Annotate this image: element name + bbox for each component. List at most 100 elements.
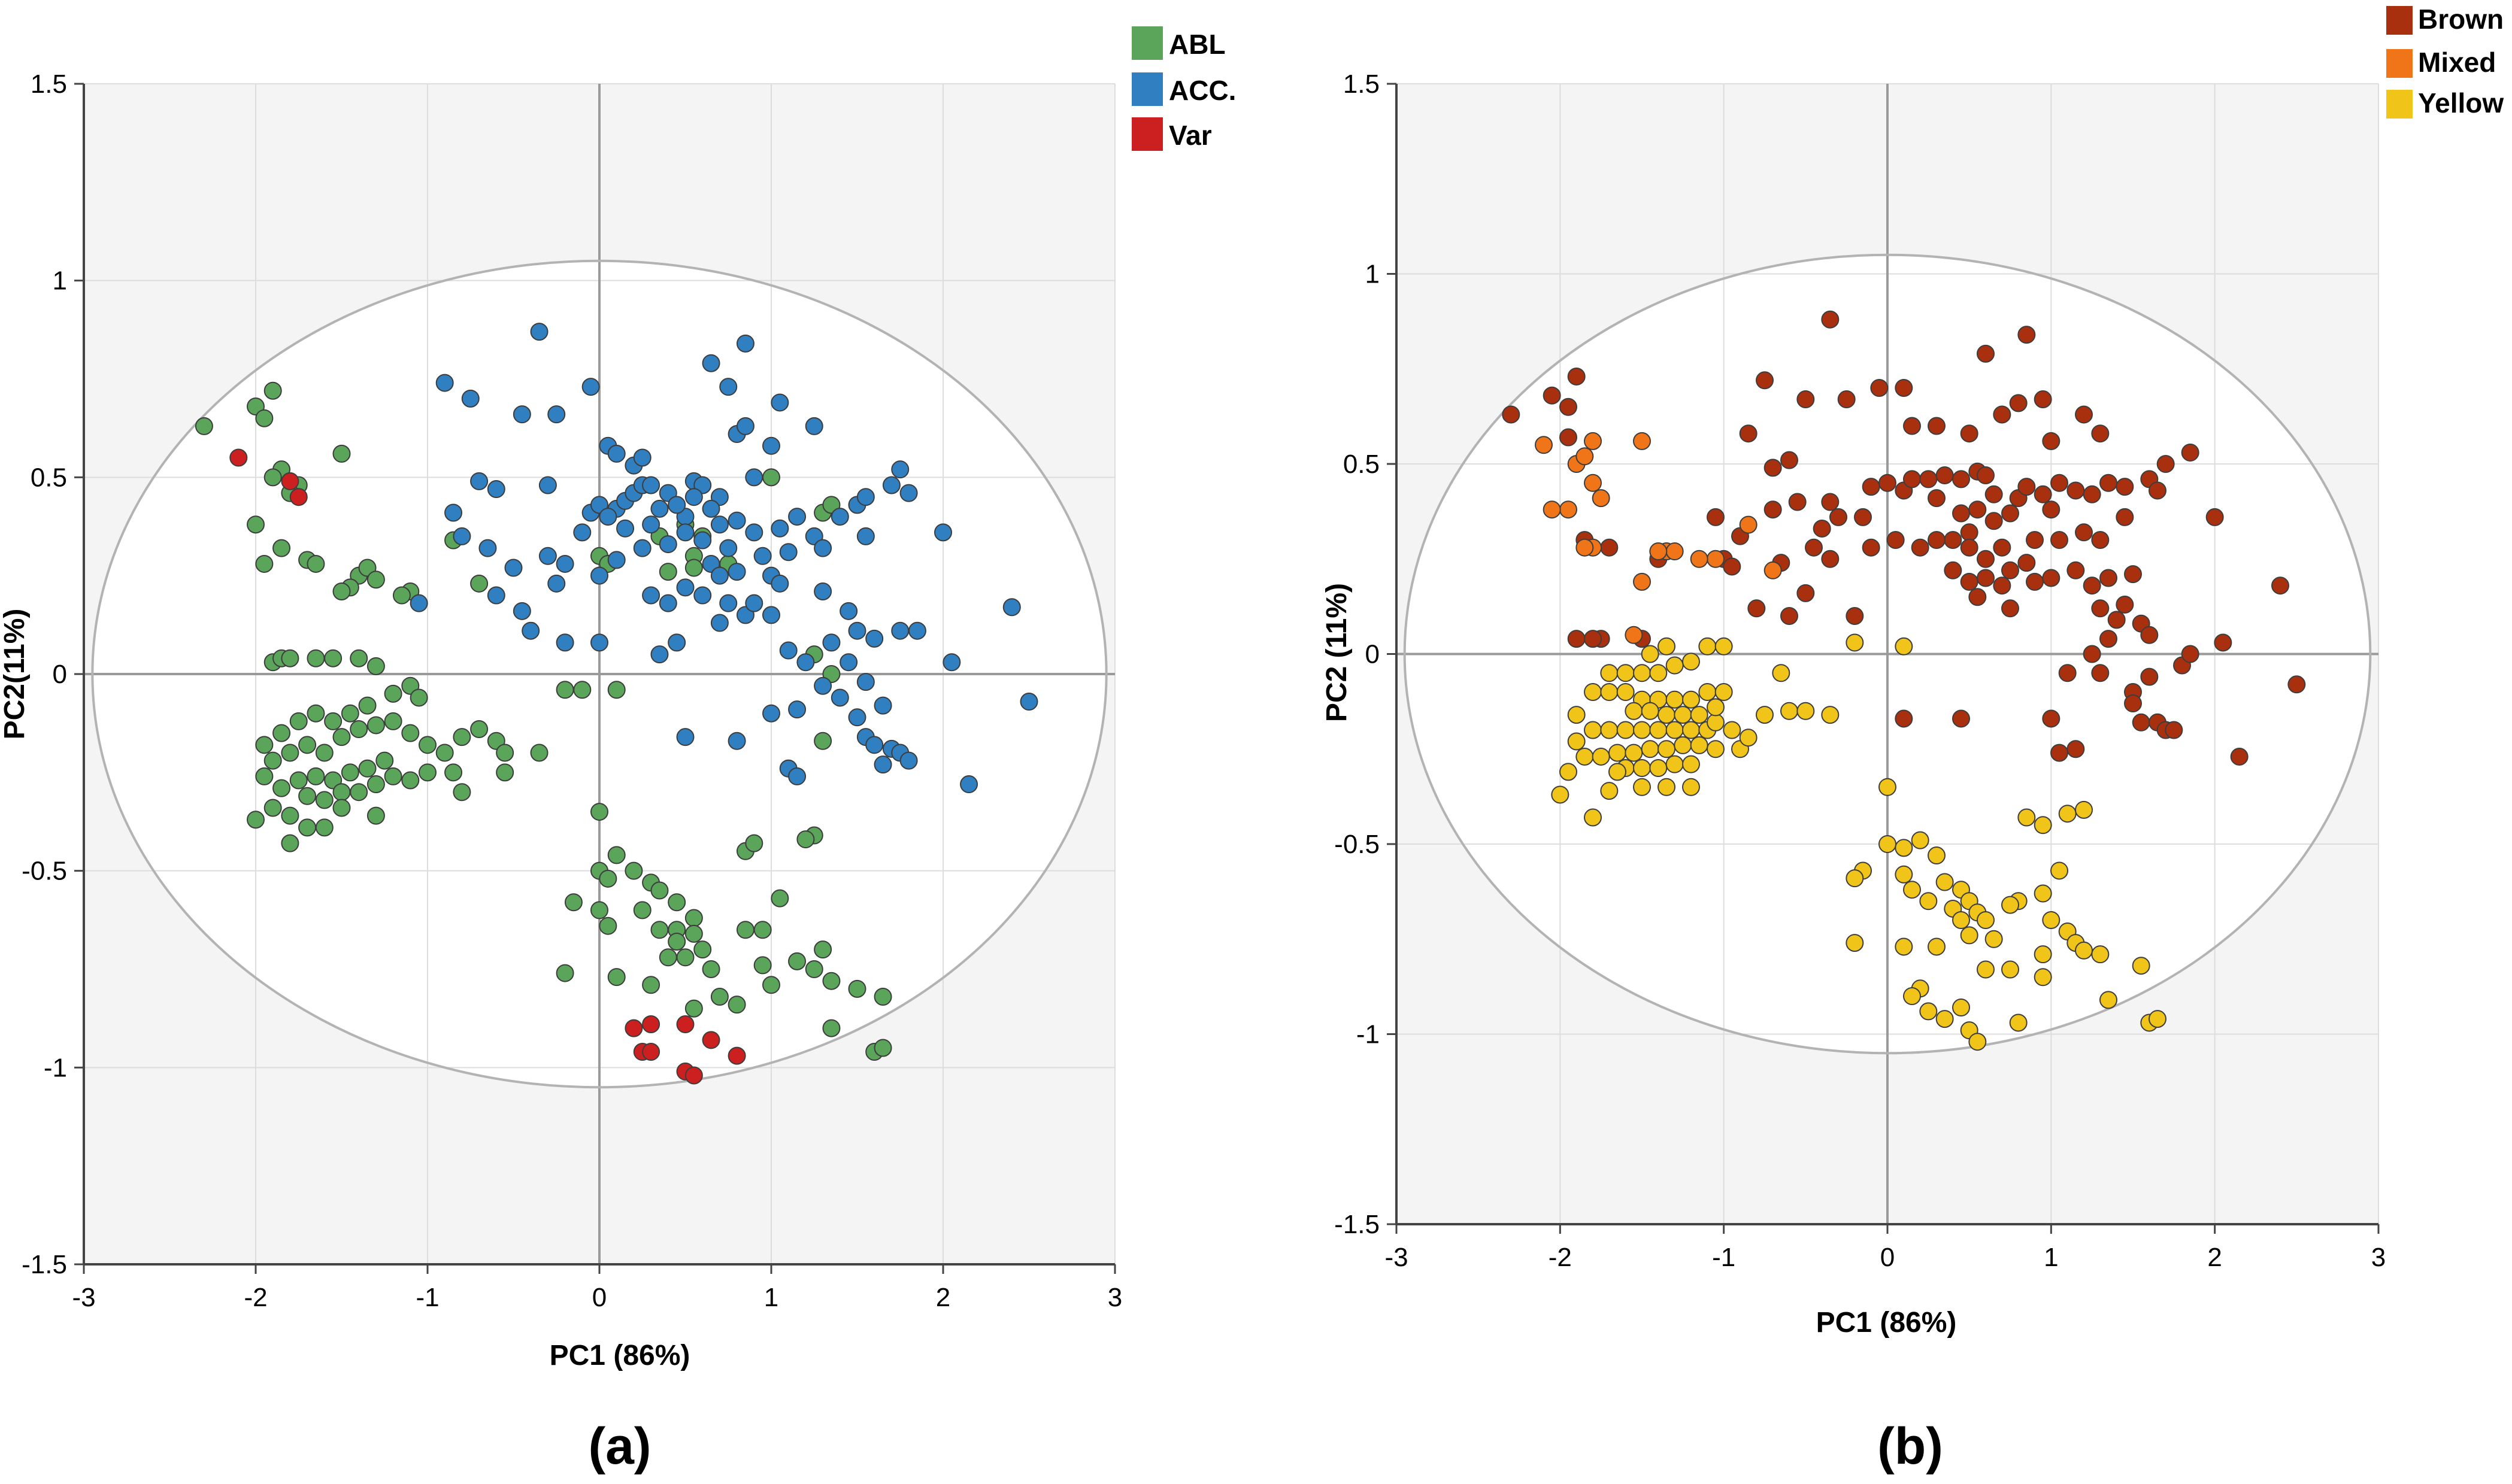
data-point <box>1854 508 1872 526</box>
data-point <box>1665 755 1684 773</box>
legend: ABL ACC. Var <box>1132 26 1236 151</box>
data-point <box>307 767 325 785</box>
data-point <box>736 921 754 939</box>
data-point <box>2124 694 2142 713</box>
chart-panel-a: -3 -2 -1 0 1 2 3 -1.5 -1 -0.5 0 0.5 1 1.5 PC1 (86%) PC2… <box>0 26 1236 1475</box>
series-var <box>229 448 746 1085</box>
data-point <box>1682 778 1700 796</box>
data-point <box>1682 721 1700 739</box>
data-point <box>2034 390 2052 409</box>
x-tick-label: -3 <box>1384 1243 1408 1272</box>
data-point <box>625 861 643 880</box>
data-point <box>1977 550 1995 568</box>
data-point <box>1625 702 1643 720</box>
data-point <box>607 846 626 864</box>
data-point <box>496 763 514 782</box>
data-point <box>1919 892 1938 911</box>
data-point <box>668 633 686 652</box>
data-point <box>1616 721 1635 739</box>
data-point <box>1641 702 1659 720</box>
data-point <box>753 547 772 565</box>
data-point <box>487 480 505 499</box>
data-point <box>1608 763 1626 781</box>
data-point <box>762 436 780 455</box>
data-point <box>2214 633 2232 652</box>
data-point <box>513 602 531 620</box>
data-point <box>522 621 540 640</box>
data-point <box>341 704 359 723</box>
x-tick-label: 3 <box>2371 1243 2386 1272</box>
data-point <box>289 771 308 790</box>
data-point <box>1559 397 1577 416</box>
data-point <box>1862 538 1880 557</box>
data-point <box>2017 808 2036 827</box>
data-point <box>263 381 282 400</box>
data-point <box>1821 550 1840 568</box>
data-point <box>410 688 428 707</box>
data-point <box>1952 470 1970 488</box>
data-point <box>1690 550 1708 568</box>
data-point <box>2017 326 2036 344</box>
data-point <box>350 649 368 667</box>
data-point <box>272 779 291 797</box>
data-point <box>1658 740 1675 758</box>
data-point <box>1977 960 1995 979</box>
data-point <box>435 374 454 392</box>
y-tick-label: -1.5 <box>22 1250 67 1279</box>
data-point <box>1665 542 1684 561</box>
data-point <box>366 716 385 735</box>
data-point <box>822 972 841 990</box>
data-point <box>1903 987 1921 1005</box>
series-yellow <box>1551 633 2166 1051</box>
data-point <box>745 468 763 487</box>
data-point <box>607 968 626 987</box>
data-point <box>728 996 746 1014</box>
data-point <box>1878 474 1896 492</box>
data-point <box>1928 417 1946 435</box>
data-point <box>908 621 926 640</box>
data-point <box>581 378 600 396</box>
y-axis-title: PC2(11%) <box>0 609 31 740</box>
data-point <box>771 574 789 593</box>
data-point <box>2001 561 2019 579</box>
data-point <box>1502 405 1520 424</box>
data-point <box>1796 390 1815 409</box>
data-point <box>1658 706 1675 724</box>
data-point <box>2107 611 2126 629</box>
data-point <box>1543 500 1561 519</box>
data-point <box>642 476 660 494</box>
data-point <box>1714 637 1733 655</box>
data-point <box>2116 508 2134 526</box>
data-point <box>1600 538 1619 557</box>
data-point <box>315 791 334 809</box>
data-point <box>298 818 317 837</box>
data-point <box>2091 945 2110 964</box>
data-point <box>1592 489 1610 508</box>
data-point <box>642 1043 660 1061</box>
data-point <box>556 681 574 699</box>
data-point <box>599 917 617 935</box>
data-point <box>1780 702 1798 720</box>
data-point <box>1821 310 1840 329</box>
data-point <box>2001 960 2019 979</box>
data-point <box>2271 576 2289 595</box>
data-point <box>573 681 592 699</box>
data-point <box>1968 1033 1987 1051</box>
y-tick-label: 0 <box>53 660 67 689</box>
data-point <box>1903 470 1921 488</box>
x-tick-label: -2 <box>244 1283 267 1312</box>
data-point <box>1690 706 1708 724</box>
data-point <box>453 728 471 746</box>
data-point <box>1633 664 1651 682</box>
data-point <box>1796 584 1815 602</box>
legend-swatch <box>2386 90 2413 119</box>
data-point <box>1584 683 1602 701</box>
data-point <box>281 743 299 762</box>
legend-swatch <box>2386 6 2413 35</box>
legend: Brown Mixed Yellow <box>2386 4 2504 119</box>
data-point <box>2116 478 2134 496</box>
x-tick-label: -1 <box>1712 1243 1735 1272</box>
data-point <box>1723 557 1741 576</box>
data-point <box>2132 957 2150 975</box>
data-point <box>263 468 282 487</box>
